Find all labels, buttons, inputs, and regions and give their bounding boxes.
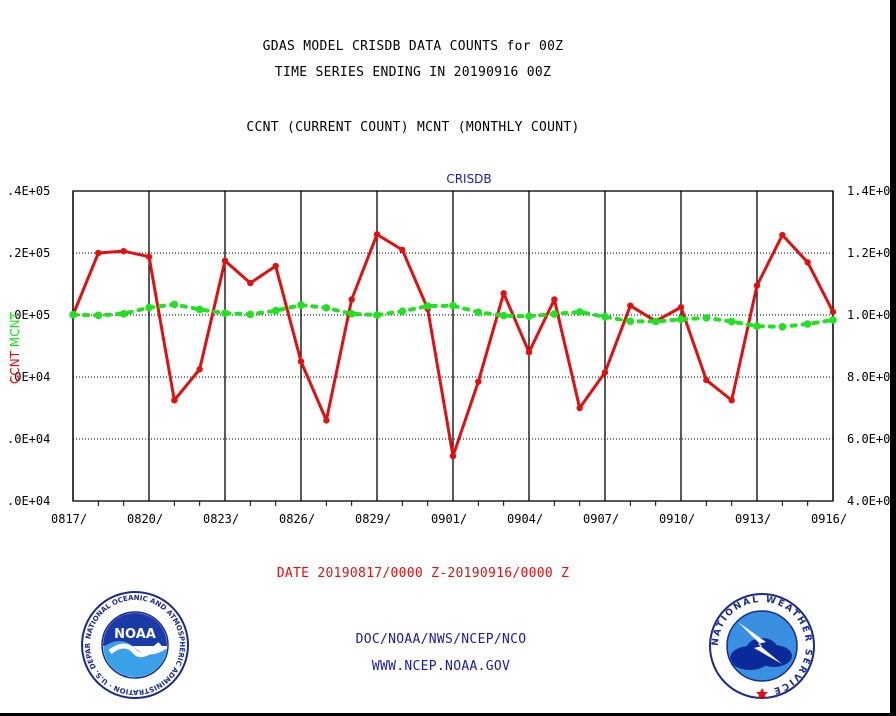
y-tick-label-right: 6.0E+0	[847, 432, 890, 446]
x-tick-label: 0826/	[279, 512, 315, 526]
data-point-mcnt	[499, 311, 508, 320]
x-tick-label: 0907/	[583, 512, 619, 526]
noaa-logo-text: NOAA	[114, 627, 156, 642]
data-point-ccnt	[551, 296, 558, 303]
data-point-mcnt	[398, 307, 407, 316]
y-tick-label-right: 1.2E+0	[847, 246, 890, 260]
data-point-ccnt	[323, 417, 330, 424]
y-tick-label-left: .0E+04	[7, 432, 50, 446]
data-point-mcnt	[778, 322, 787, 331]
data-point-mcnt	[322, 304, 331, 312]
data-point-ccnt	[500, 290, 507, 297]
y-axis-label-mcnt: MCNT	[8, 311, 22, 351]
y-tick-label-left: .2E+05	[7, 246, 50, 260]
data-point-ccnt	[829, 308, 837, 316]
y-axis-label: CCNT MCNT	[8, 311, 22, 384]
data-point-mcnt	[373, 311, 381, 319]
data-point-ccnt	[779, 231, 786, 239]
data-point-mcnt	[347, 309, 356, 318]
data-point-mcnt	[449, 301, 457, 310]
data-point-ccnt	[272, 262, 279, 270]
data-point-mcnt	[626, 317, 635, 326]
date-range-label: DATE 20190817/0000 Z-20190916/0000 Z	[276, 566, 570, 581]
y-axis-label-ccnt: CCNT	[8, 350, 22, 384]
x-tick-label: 0820/	[127, 512, 163, 526]
y-tick-label-right: 1.4E+0	[847, 184, 890, 198]
data-point-mcnt	[170, 300, 179, 309]
data-point-mcnt	[69, 310, 77, 319]
data-point-mcnt	[677, 315, 685, 324]
data-point-ccnt	[627, 302, 634, 309]
data-point-mcnt	[575, 308, 584, 316]
data-point-mcnt	[651, 317, 660, 326]
data-point-ccnt	[804, 259, 811, 266]
data-point-ccnt	[221, 257, 229, 264]
data-point-ccnt	[449, 452, 457, 460]
x-tick-label: 0913/	[735, 512, 771, 526]
data-point-ccnt	[247, 279, 254, 287]
data-point-ccnt	[677, 304, 685, 311]
y-tick-label-right: 1.0E+0	[847, 308, 890, 322]
data-point-ccnt	[145, 253, 153, 260]
data-point-ccnt	[601, 369, 609, 376]
x-tick-label: 0904/	[507, 512, 543, 526]
x-tick-label: 0910/	[659, 512, 695, 526]
y-tick-label-left: .0E+04	[7, 370, 50, 384]
footer-org-line: DOC/NOAA/NWS/NCEP/NCO	[355, 632, 527, 647]
footer-url-line: WWW.NCEP.NOAA.GOV	[371, 659, 511, 674]
data-point-mcnt	[550, 310, 559, 318]
x-tick-label: 0829/	[355, 512, 391, 526]
data-point-mcnt	[702, 313, 711, 322]
data-point-ccnt	[728, 397, 735, 404]
data-point-ccnt	[171, 397, 178, 404]
data-point-mcnt	[221, 309, 229, 317]
x-tick-label: 0817/	[51, 512, 87, 526]
data-point-mcnt	[525, 312, 533, 321]
plot-area-border	[72, 190, 834, 502]
data-point-mcnt	[601, 313, 609, 321]
x-tick-label: 0916/	[811, 512, 847, 526]
data-point-ccnt	[753, 282, 761, 289]
data-point-mcnt	[246, 310, 255, 319]
data-point-ccnt	[373, 231, 381, 238]
data-point-ccnt	[576, 404, 583, 412]
y-tick-label-left: .0E+05	[7, 308, 50, 322]
x-tick-label: 0823/	[203, 512, 239, 526]
data-point-mcnt	[829, 316, 837, 324]
data-point-mcnt	[727, 317, 736, 326]
data-point-mcnt	[195, 305, 204, 314]
data-point-ccnt	[525, 349, 533, 356]
data-point-ccnt	[703, 376, 710, 384]
chart-title-line-3: CCNT (CURRENT COUNT) MCNT (MONTHLY COUNT…	[246, 120, 580, 135]
data-point-mcnt	[753, 322, 761, 330]
data-point-ccnt	[348, 296, 355, 303]
data-point-mcnt	[423, 302, 432, 310]
y-tick-label-left: .4E+05	[7, 184, 50, 198]
panel-label: CRISDB	[446, 172, 491, 186]
data-point-ccnt	[120, 247, 127, 255]
y-tick-label-left: .0E+04	[7, 494, 50, 508]
y-tick-label-right: 8.0E+0	[847, 370, 890, 384]
data-point-ccnt	[297, 358, 305, 365]
x-tick-label: 0901/	[431, 512, 467, 526]
data-point-mcnt	[803, 320, 812, 328]
y-tick-label-right: 4.0E+0	[847, 494, 890, 508]
data-point-mcnt	[94, 311, 103, 320]
data-point-mcnt	[297, 301, 305, 309]
noaa-logo: NATIONAL OCEANIC AND ATMOSPHERIC ADMINIS…	[80, 590, 189, 699]
chart-title-line-1: GDAS MODEL CRISDB DATA COUNTS for 00Z	[262, 39, 564, 54]
chart-title-line-2: TIME SERIES ENDING IN 20190916 00Z	[274, 65, 552, 80]
data-point-mcnt	[271, 306, 280, 315]
data-point-ccnt	[196, 366, 203, 373]
data-point-ccnt	[399, 246, 406, 254]
data-point-ccnt	[475, 378, 482, 385]
data-point-mcnt	[145, 303, 153, 312]
data-point-mcnt	[474, 308, 483, 317]
nws-logo: NATIONAL WEATHER SERVICE	[709, 593, 815, 699]
data-point-ccnt	[95, 249, 102, 257]
data-point-mcnt	[119, 309, 128, 318]
